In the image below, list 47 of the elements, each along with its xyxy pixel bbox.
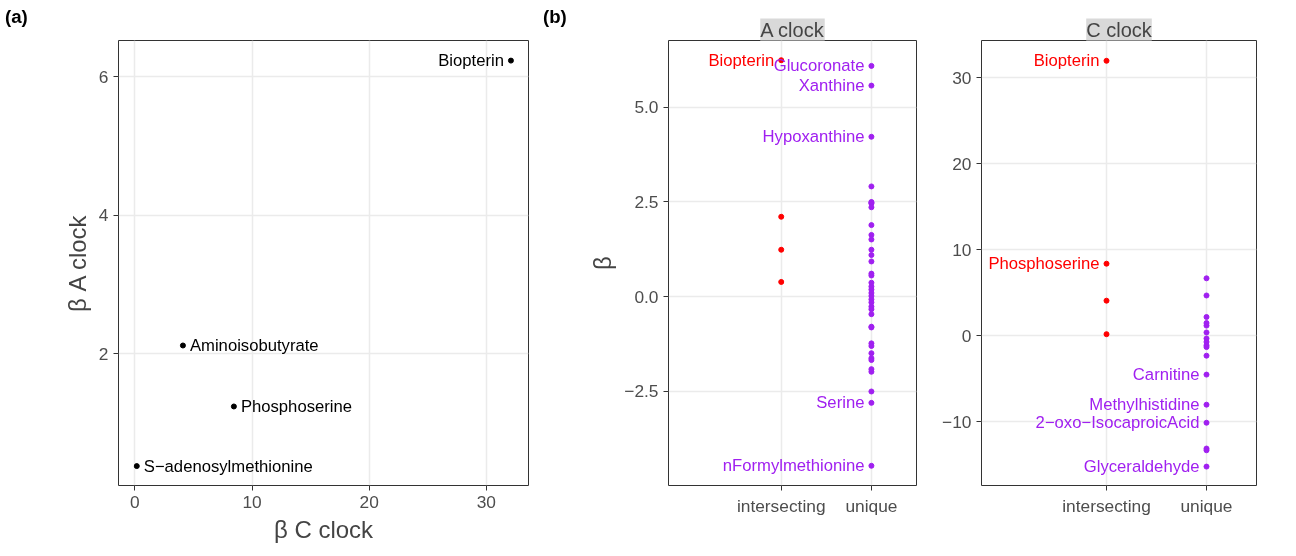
annotation: Methylhistidine	[1089, 395, 1200, 415]
y-tick-label: −2.5	[624, 381, 659, 402]
x-tick-label: 30	[476, 491, 496, 512]
y-tick-label: 6	[98, 66, 109, 87]
annotation: Biopterin	[1033, 51, 1100, 71]
annotation: Phosphoserine	[988, 254, 1100, 274]
y-tick-label: 5.0	[634, 97, 659, 118]
x-tick-label: unique	[845, 495, 898, 516]
y-tick-label: 30	[952, 67, 972, 88]
y-tick-label: 2	[98, 343, 109, 364]
x-tick-label: 20	[359, 491, 379, 512]
x-tick-label: intersecting	[736, 495, 826, 516]
annotation: Biopterin	[708, 50, 775, 70]
annotation: Aminoisobutyrate	[189, 335, 319, 355]
annotation: Xanthine	[798, 76, 865, 96]
point	[507, 57, 514, 64]
text: (b)	[543, 5, 567, 29]
point	[133, 463, 140, 470]
annotation: Carnitine	[1132, 365, 1200, 385]
y-tick-label: 0	[961, 325, 972, 346]
y-tick-label: 20	[952, 153, 972, 174]
y-tick-label: 2.5	[634, 191, 659, 212]
annotation: Biopterin	[438, 51, 504, 71]
annotation: 2−oxo−IsocaproicAcid	[1035, 413, 1200, 433]
annotation: Serine	[816, 393, 865, 413]
x-tick-label: unique	[1180, 495, 1233, 516]
x-axis-title: β C clock	[273, 515, 375, 543]
annotation: Glyceraldehyde	[1083, 457, 1200, 477]
point	[230, 403, 237, 410]
x-tick-label: 10	[242, 491, 262, 512]
text: (a)	[5, 5, 28, 29]
y-axis-title: β A clock	[63, 214, 91, 312]
y-tick-label: −10	[942, 411, 972, 432]
y-tick-label: 10	[952, 239, 972, 260]
annotation: Hypoxanthine	[762, 127, 865, 147]
annotation: S−adenosylmethionine	[143, 456, 313, 476]
point	[179, 342, 186, 349]
chart-title: C clock	[1086, 18, 1153, 41]
chart-title: A clock	[760, 18, 825, 41]
x-tick-label: 0	[130, 491, 140, 512]
x-tick-label: intersecting	[1062, 495, 1151, 516]
annotation: Phosphoserine	[240, 396, 353, 416]
annotation: nFormylmethionine	[722, 456, 865, 476]
annotation: Glucoronate	[773, 56, 865, 76]
y-tick-label: 0.0	[634, 286, 659, 307]
y-tick-label: 4	[98, 205, 109, 226]
y-axis-title: β	[589, 256, 617, 270]
